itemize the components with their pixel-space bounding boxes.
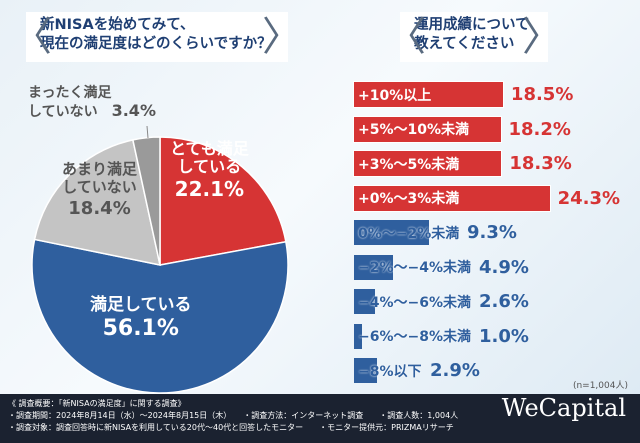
pie-label-not-at-all-satisfied: まったく満足 していない 3.4%	[28, 84, 156, 121]
bar-value: 1.0%	[479, 325, 529, 347]
bar	[354, 323, 363, 349]
bracket-left: 〈	[386, 14, 426, 60]
footer-line: ・調査対象：調査回答時に新NISAを利用している20代～40代と回答したモニター…	[8, 423, 454, 432]
bar-value: 24.3%	[557, 187, 621, 209]
bar	[352, 150, 503, 177]
bar-question-bubble: 〈 運用成績について 教えてください 〉	[386, 12, 562, 62]
bar-value: 2.9%	[430, 360, 480, 381]
leader-line	[146, 125, 149, 139]
footer-line: 《 調査概要：「新NISAの満足度」に関する調査》	[8, 399, 186, 408]
pie-label-not-very-satisfied: あまり満足 していない 18.4%	[62, 160, 137, 222]
pie-label-text: あまり満足	[62, 160, 138, 178]
bar-value: 18.5%	[510, 84, 574, 105]
pie-slice	[33, 139, 161, 266]
bar-question-line2: 教えてください	[414, 36, 515, 52]
bar-row: +5%～10%未満 18.2%	[353, 115, 571, 143]
bar-label: −6%～−8%未満	[358, 329, 471, 345]
bar-row: +3%～5%未満 18.3%	[352, 150, 572, 177]
bar	[353, 184, 551, 212]
bar-value: 4.9%	[479, 256, 529, 278]
pie-question-bubble: 〈 新NISAを始めてみて、 現在の満足度はどのくらいですか？ 〉	[12, 12, 302, 62]
bar-row: 0%～−2%未満 9.3%	[354, 220, 517, 245]
pie-label-text: していない	[28, 104, 98, 120]
wecapital-logo: WeCapital	[501, 394, 626, 422]
sample-size: (n=1,004人)	[572, 381, 628, 391]
pie-value: 3.4%	[111, 101, 156, 120]
pie-label-very-satisfied: とても満足 している 22.1%	[170, 140, 249, 202]
bar-row: −2%～−4%未満 4.9%	[354, 254, 529, 280]
bar-row: −6%～−8%未満 1.0%	[354, 323, 529, 349]
bar-label: −4%～−6%未満	[358, 294, 471, 311]
pie-slice	[131, 136, 161, 266]
bar	[353, 81, 504, 108]
bar-label: −2%～−4%未満	[358, 260, 471, 276]
bracket-left: 〈	[12, 14, 52, 60]
pie-question-line2: 現在の満足度はどのくらいですか？	[40, 36, 272, 52]
bar	[354, 358, 378, 383]
bar-question-line1: 運用成績について	[414, 17, 530, 33]
bar-row: −4%～−6%未満 2.6%	[354, 289, 529, 314]
bar-label: 0%～−2%未満	[358, 225, 460, 242]
pie-label-text: 満足している	[90, 295, 192, 315]
pie-value: 22.1%	[174, 177, 245, 201]
pie-value: 18.4%	[68, 198, 131, 219]
pie-label-text: している	[177, 157, 242, 176]
bar-value: 18.2%	[508, 118, 571, 140]
pie-value: 56.1%	[102, 316, 179, 341]
pie-label-text: していない	[62, 178, 137, 196]
bar-label: +10%以上	[358, 87, 432, 104]
bar	[353, 115, 502, 143]
bar-label: −8%以下	[358, 363, 422, 380]
bar-value: 2.6%	[479, 291, 529, 312]
pie-slice	[31, 238, 289, 394]
bar-label: +3%～5%未満	[358, 156, 460, 173]
bar-label: +5%～10%未満	[358, 122, 470, 138]
bar-row: −8%以下 2.9%	[354, 358, 480, 383]
bracket-right: 〉	[522, 14, 562, 60]
pie-question-line1: 新NISAを始めてみて、	[40, 17, 195, 33]
bar	[354, 220, 429, 245]
bar-row: +10%以上 18.5%	[353, 81, 573, 108]
footer: 《 調査概要：「新NISAの満足度」に関する調査》 ・調査期間：2024年8月1…	[0, 394, 640, 443]
pie-label-text: まったく満足	[28, 85, 112, 101]
bar	[354, 289, 375, 314]
pie-slice	[159, 136, 287, 266]
bar-label: +0%～3%未満	[358, 191, 460, 207]
footer-line: ・調査期間：2024年8月14日（水）～2024年8月15日（木） ・調査方法：…	[8, 411, 459, 420]
bar-value: 9.3%	[467, 222, 517, 243]
pie-label-satisfied: 満足している 56.1%	[90, 296, 192, 344]
bar-row: +0%～3%未満 24.3%	[353, 184, 620, 212]
pie-label-text: とても満足	[170, 139, 249, 158]
bar-value: 18.3%	[509, 153, 572, 174]
bar	[354, 254, 394, 280]
bracket-right: 〉	[262, 14, 302, 60]
